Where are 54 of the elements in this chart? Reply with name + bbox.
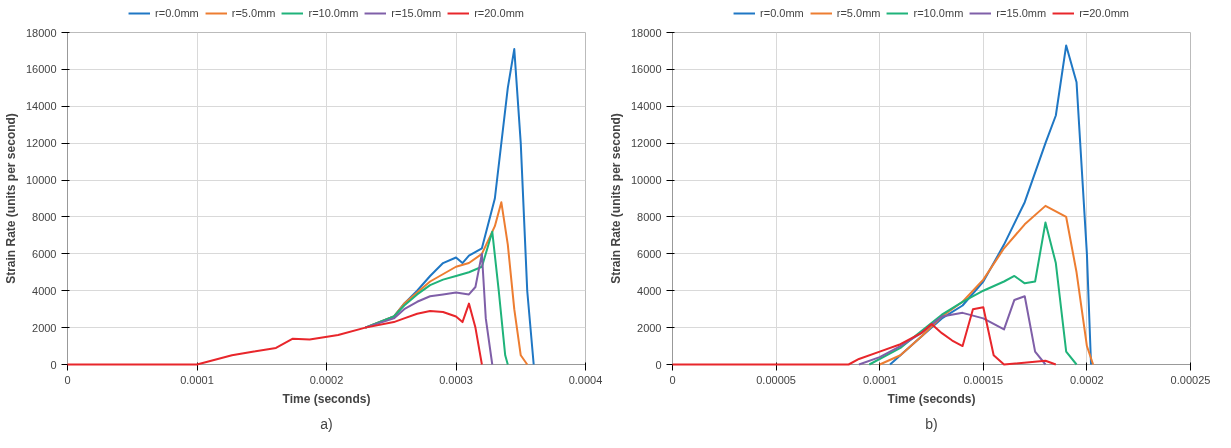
x-tick-label: 0.0001 — [862, 373, 897, 386]
legend-label: r=20.0mm — [474, 7, 524, 19]
x-tick-label: 0.00015 — [963, 373, 1004, 386]
y-tick-label: 8000 — [32, 210, 57, 223]
y-tick-label: 10000 — [25, 174, 57, 187]
line-series — [364, 230, 509, 366]
line-series — [889, 44, 1093, 366]
line-series — [66, 302, 483, 366]
y-tick-label: 4000 — [32, 284, 57, 297]
y-tick-label: 6000 — [637, 247, 662, 260]
x-tick-label: 0.00025 — [1170, 373, 1211, 386]
text: a) — [320, 415, 333, 432]
y-tick-label: 2000 — [32, 321, 57, 334]
line-series — [671, 306, 1057, 366]
y-tick-label: 8000 — [637, 210, 662, 223]
line-series — [868, 221, 1078, 366]
legend-label: r=0.0mm — [760, 7, 804, 19]
y-tick-label: 14000 — [25, 100, 57, 113]
y-tick-label: 14000 — [630, 100, 662, 113]
x-tick-label: 0.0002 — [1070, 373, 1104, 386]
line-series — [857, 295, 1047, 366]
legend-label: r=5.0mm — [836, 7, 881, 19]
y-tick-label: 0 — [655, 358, 662, 371]
y-tick-label: 6000 — [32, 247, 57, 260]
legend-label: r=5.0mm — [231, 7, 276, 19]
legend-label: r=15.0mm — [996, 7, 1047, 19]
y-tick-label: 4000 — [637, 284, 662, 297]
legend-label: r=20.0mm — [1079, 7, 1129, 19]
x-axis-title: Time (seconds) — [282, 391, 371, 406]
line-series — [878, 204, 1095, 366]
legend-label: r=10.0mm — [913, 7, 964, 19]
x-tick-label: 0.0002 — [309, 373, 344, 386]
x-tick-label: 0.0001 — [180, 373, 214, 386]
y-tick-label: 16000 — [25, 63, 57, 76]
y-tick-label: 16000 — [630, 63, 662, 76]
text: b) — [925, 415, 938, 432]
x-tick-label: 0 — [64, 373, 71, 386]
y-axis-title: Strain Rate (units per second) — [608, 113, 623, 284]
x-tick-label: 0 — [669, 373, 676, 386]
legend-label: r=0.0mm — [155, 7, 199, 19]
y-tick-label: 2000 — [637, 321, 662, 334]
y-tick-label: 12000 — [25, 137, 57, 150]
y-tick-label: 0 — [50, 358, 57, 371]
x-tick-label: 0.0003 — [439, 373, 473, 386]
x-axis-title: Time (seconds) — [887, 391, 976, 406]
legend-label: r=15.0mm — [391, 7, 442, 19]
x-tick-label: 0.0004 — [568, 373, 603, 386]
y-tick-label: 10000 — [630, 174, 662, 187]
y-axis-title: Strain Rate (units per second) — [3, 113, 18, 284]
y-tick-label: 18000 — [25, 26, 57, 39]
y-tick-label: 18000 — [630, 26, 662, 39]
y-tick-label: 12000 — [630, 137, 662, 150]
legend-label: r=10.0mm — [308, 7, 359, 19]
x-tick-label: 0.00005 — [756, 373, 796, 386]
